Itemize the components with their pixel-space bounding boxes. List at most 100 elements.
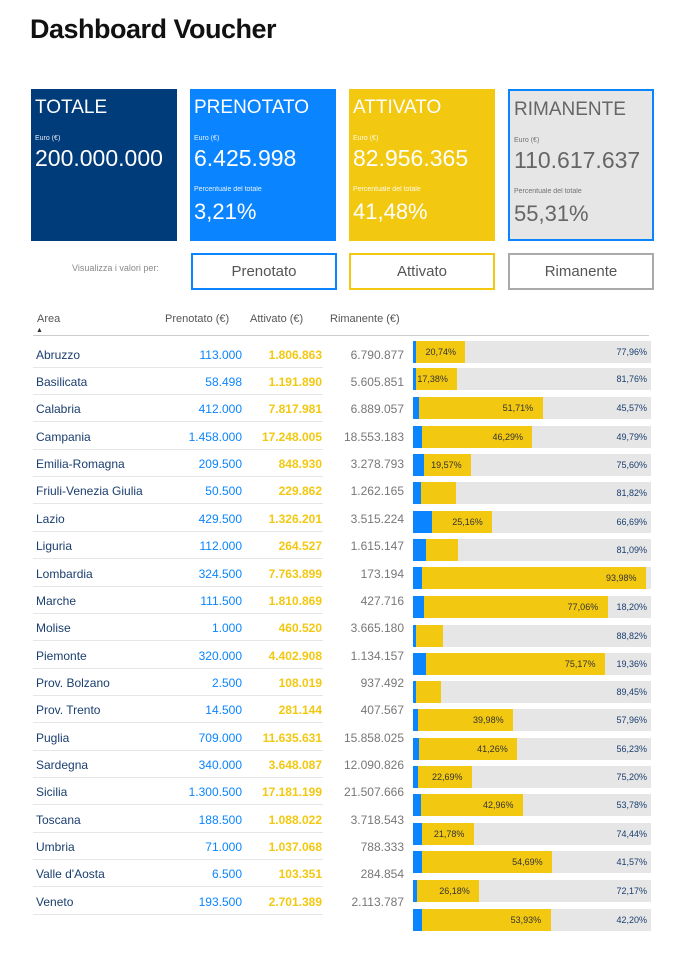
table-row[interactable]: Campania 1.458.000 17.248.005 18.553.183 [33,423,413,450]
table-row[interactable]: Calabria 412.000 7.817.981 6.889.057 [33,395,413,422]
cell-rimanente: 15.858.025 [343,731,404,745]
cell-rimanente: 427.716 [360,594,404,608]
bar[interactable]: 54,69% 41,57% [413,851,651,873]
filter-button-rimanente[interactable]: Rimanente [508,253,654,290]
table-row[interactable]: Friuli-Venezia Giulia 50.500 229.862 1.262.… [33,477,413,504]
table-row[interactable]: Marche 111.500 1.810.869 427.716 [33,587,413,614]
sort-ascending-icon[interactable]: ▲ [36,327,43,334]
bar-segment-prenotato [413,426,423,448]
cell-prenotato: 340.000 [198,758,242,772]
bar[interactable]: 81,82% [413,482,651,504]
bar[interactable]: 26,18% 72,17% [413,880,651,902]
bar[interactable]: 75,17% 19,36% [413,653,651,675]
cell-attivato: 1.810.869 [268,594,322,608]
bar[interactable]: 81,09% [413,539,651,561]
card-title: PRENOTATO [194,97,310,118]
data-label-attivato: 41,26% [477,744,508,754]
column-header-prenotato[interactable]: Prenotato (€) [165,313,230,325]
header-divider [33,335,649,336]
bar-segment-prenotato [413,880,417,902]
table-row[interactable]: Prov. Bolzano 2.500 108.019 937.492 [33,669,413,696]
bar[interactable]: 21,78% 74,44% [413,823,651,845]
table-row[interactable]: Toscana 188.500 1.088.022 3.718.543 [33,806,413,833]
table-row[interactable]: Molise 1.000 460.520 3.665.180 [33,614,413,641]
table-row[interactable]: Sicilia 1.300.500 17.181.199 21.507.666 [33,778,413,805]
row-divider [33,558,323,559]
bar[interactable]: 88,82% [413,625,651,647]
bar-segment-prenotato [413,653,427,675]
bar[interactable]: 93,98% [413,567,651,589]
table-row[interactable]: Puglia 709.000 11.635.631 15.858.025 [33,724,413,751]
bar-segment-prenotato [413,596,425,618]
cell-rimanente: 3.718.543 [350,813,404,827]
filter-button-prenotato[interactable]: Prenotato [191,253,337,290]
column-header-rimanente[interactable]: Rimanente (€) [330,313,400,325]
cell-attivato: 4.402.908 [268,649,322,663]
data-label-rimanente: 72,17% [616,886,647,896]
bar[interactable]: 53,93% 42,20% [413,909,651,931]
table-row[interactable]: Veneto 193.500 2.701.389 2.113.787 [33,888,413,915]
bar[interactable]: 19,57% 75,60% [413,454,651,476]
cell-rimanente: 1.615.147 [350,539,404,553]
data-label-rimanente: 57,96% [616,715,647,725]
filter-button-attivato[interactable]: Attivato [349,253,495,290]
bar[interactable]: 39,98% 57,96% [413,709,651,731]
bar[interactable]: 22,69% 75,20% [413,766,651,788]
table-row[interactable]: Prov. Trento 14.500 281.144 407.567 [33,696,413,723]
table-row[interactable]: Abruzzo 113.000 1.806.863 6.790.877 [33,341,413,368]
bar-segment-prenotato [413,539,427,561]
bar[interactable]: 20,74% 77,96% [413,341,651,363]
cell-area: Marche [36,594,77,608]
cell-attivato: 229.862 [278,484,322,498]
data-label-attivato: 19,57% [431,460,462,470]
cell-area: Prov. Bolzano [36,676,110,690]
cell-prenotato: 112.000 [199,539,243,553]
column-header-area[interactable]: Area [37,313,61,325]
cell-prenotato: 1.000 [211,621,242,635]
row-divider [33,640,323,641]
table-row[interactable]: Sardegna 340.000 3.648.087 12.090.826 [33,751,413,778]
bar[interactable]: 51,71% 45,57% [413,397,651,419]
cell-area: Calabria [36,402,81,416]
bar-segment-prenotato [413,709,418,731]
bar[interactable]: 77,06% 18,20% [413,596,651,618]
bar-segment-prenotato [413,625,416,647]
cell-attivato: 11.635.631 [262,731,322,745]
table-row[interactable]: Piemonte 320.000 4.402.908 1.134.157 [33,642,413,669]
bar[interactable]: 41,26% 56,23% [413,738,651,760]
cell-rimanente: 6.889.057 [350,402,404,416]
cell-prenotato: 193.500 [198,895,242,909]
bar-segment-attivato [416,625,443,647]
bar-segment-prenotato [413,511,433,533]
table-row[interactable]: Valle d'Aosta 6.500 103.351 284.854 [33,860,413,887]
card-pct-label: Percentuale del totale [353,186,421,193]
table-row[interactable]: Basilicata 58.498 1.191.890 5.605.851 [33,368,413,395]
table-row[interactable]: Umbria 71.000 1.037.068 788.333 [33,833,413,860]
data-label-rimanente: 81,82% [616,488,647,498]
bar[interactable]: 89,45% [413,681,651,703]
table-row[interactable]: Liguria 112.000 264.527 1.615.147 [33,532,413,559]
cell-attivato: 17.181.199 [261,785,322,799]
row-divider [33,394,323,395]
cell-area: Abruzzo [36,348,81,362]
row-divider [33,777,323,778]
data-label-attivato: 93,98% [606,573,637,583]
column-header-attivato[interactable]: Attivato (€) [250,313,304,325]
cell-area: Valle d'Aosta [36,867,105,881]
page-title: Dashboard Voucher [30,14,277,44]
cell-prenotato: 412.000 [198,402,242,416]
data-label-rimanente: 74,44% [616,829,647,839]
bar-segment-attivato [416,368,458,390]
bar-segment-attivato [432,511,493,533]
bar[interactable]: 42,96% 53,78% [413,794,651,816]
bar[interactable]: 46,29% 49,79% [413,426,651,448]
table-row[interactable]: Lombardia 324.500 7.763.899 173.194 [33,560,413,587]
bar-segment-attivato [418,766,473,788]
data-label-attivato: 39,98% [473,715,504,725]
bar[interactable]: 17,38% 81,76% [413,368,651,390]
table-row[interactable]: Lazio 429.500 1.326.201 3.515.224 [33,505,413,532]
cell-rimanente: 1.262.165 [350,484,404,498]
bar[interactable]: 25,16% 66,69% [413,511,651,533]
table-row[interactable]: Emilia-Romagna 209.500 848.930 3.278.793 [33,450,413,477]
cell-rimanente: 3.665.180 [350,621,404,635]
